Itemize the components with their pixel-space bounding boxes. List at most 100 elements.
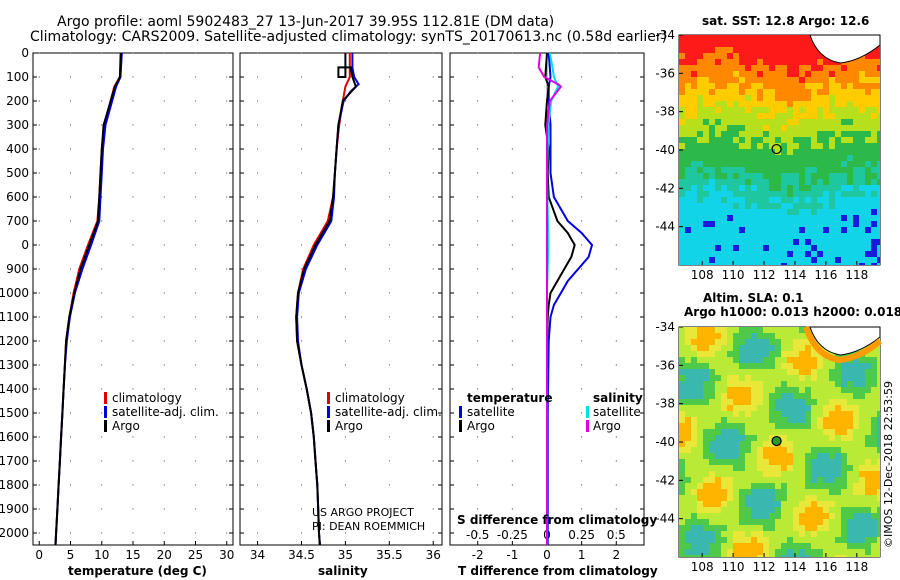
map-cell [727, 471, 733, 477]
map-cell [691, 245, 697, 251]
map-cell [715, 83, 721, 89]
map-cell [871, 89, 877, 95]
grid-dot [38, 340, 40, 342]
map-cell [781, 543, 787, 549]
grid-dot [511, 124, 513, 126]
map-cell [793, 423, 799, 429]
map-cell [715, 197, 721, 203]
map-cell [865, 173, 871, 179]
grid-dot [432, 76, 434, 78]
grid-dot [38, 268, 40, 270]
map-cell [865, 233, 871, 239]
map-cell [799, 47, 805, 53]
map-cell [769, 333, 775, 339]
map-cell [697, 83, 703, 89]
map-cell [727, 71, 733, 77]
grid-dot [194, 148, 197, 150]
map-cell [865, 405, 871, 411]
map-cell [733, 263, 739, 265]
map-cell [739, 245, 745, 251]
map-cell [679, 215, 685, 221]
map-cell [835, 89, 841, 95]
map-cell [751, 357, 757, 363]
map-cell [769, 381, 775, 387]
map-cell [793, 447, 799, 453]
map-cell [751, 221, 757, 227]
grid-dot [344, 316, 346, 318]
map-cell [679, 369, 685, 375]
map-cell [727, 423, 733, 429]
map-cell [751, 245, 757, 251]
map-cell [763, 393, 769, 399]
map-cell [781, 41, 787, 47]
map-cell [679, 239, 685, 245]
grid-dot [300, 220, 303, 222]
map-cell [859, 245, 865, 251]
map-cell [769, 501, 775, 507]
map-cell [763, 327, 769, 333]
map-cell [877, 357, 880, 363]
map-cell [871, 65, 877, 71]
grid-dot [615, 196, 617, 198]
map-cell [679, 459, 685, 465]
map-cell [799, 209, 805, 215]
map-cell [775, 417, 781, 423]
map-cell [787, 543, 793, 549]
map-cell [757, 35, 763, 41]
map-cell [745, 227, 751, 233]
map-cell [877, 381, 880, 387]
map-cell [805, 399, 811, 405]
map-cell [709, 549, 715, 555]
grid-dot [432, 244, 434, 246]
map-cell [805, 489, 811, 495]
map-cell [787, 125, 793, 131]
map-cell [871, 95, 877, 101]
map-cell [823, 257, 829, 263]
map-cell [775, 95, 781, 101]
map-cell [763, 423, 769, 429]
map-cell [751, 537, 757, 543]
map-cell [781, 149, 787, 155]
map-cell [871, 447, 877, 453]
map-cell [865, 459, 871, 465]
map-cell [703, 339, 709, 345]
map-cell [685, 179, 691, 185]
map-cell [709, 333, 715, 339]
grid-dot [300, 100, 303, 102]
map-cell [865, 411, 871, 417]
map-cell [775, 375, 781, 381]
grid-dot [163, 268, 165, 270]
map-cell [715, 519, 721, 525]
map-cell [733, 221, 739, 227]
map-cell [751, 393, 757, 399]
map-cell [697, 107, 703, 113]
map-cell [745, 555, 751, 557]
map-cell [829, 531, 835, 537]
map-cell [799, 173, 805, 179]
map-cell [805, 531, 811, 537]
map-cell [691, 179, 697, 185]
map-cell [691, 495, 697, 501]
grid-dot [388, 124, 390, 126]
grid-dot [477, 196, 479, 198]
map-cell [691, 429, 697, 435]
map-cell [775, 513, 781, 519]
map-cell [757, 471, 763, 477]
map-cell [763, 513, 769, 519]
map-cell [703, 327, 709, 333]
map-cell [751, 143, 757, 149]
map-cell [733, 537, 739, 543]
map-cell [781, 549, 787, 555]
map-cell [733, 179, 739, 185]
grid-dot [101, 508, 103, 510]
map-cell [847, 179, 853, 185]
grid-dot [388, 172, 390, 174]
map-cell [829, 363, 835, 369]
map-cell [685, 203, 691, 209]
map-cell [679, 53, 685, 59]
map-cell [691, 167, 697, 173]
map-cell [871, 185, 877, 191]
map-cell [679, 59, 685, 65]
grid-dot [69, 532, 72, 534]
map-cell [679, 537, 685, 543]
